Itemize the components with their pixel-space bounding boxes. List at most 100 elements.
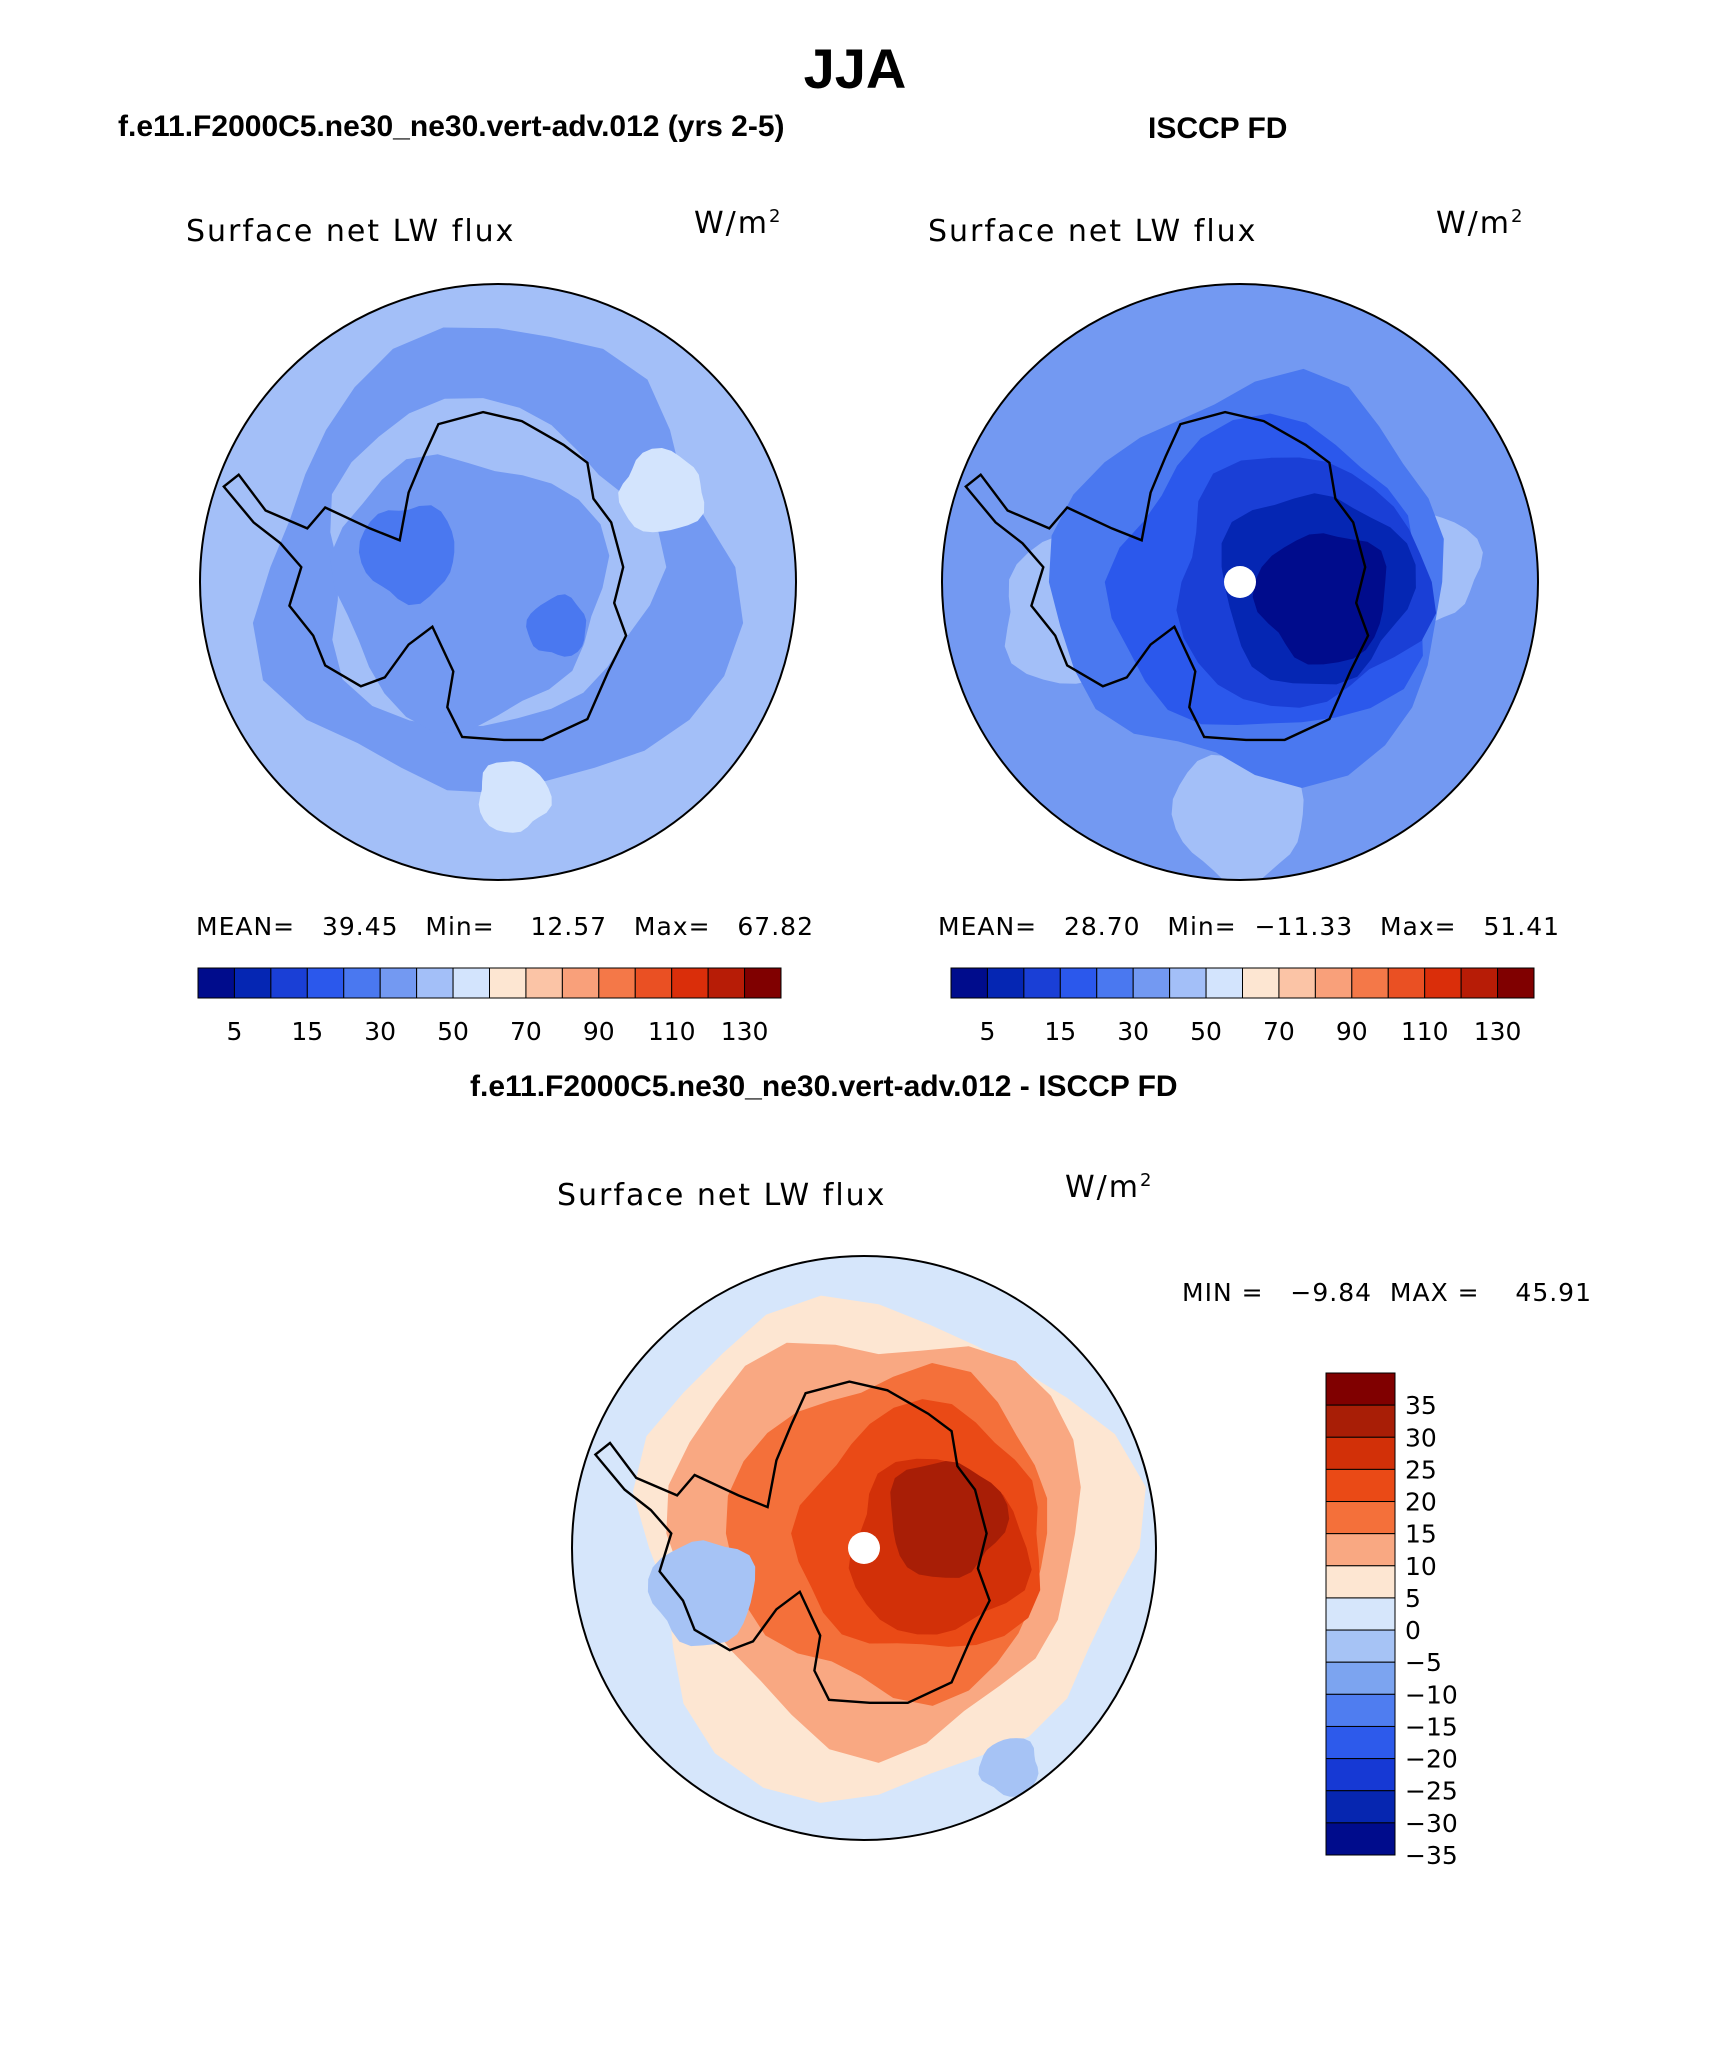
colorbar-swatch xyxy=(489,967,527,999)
panel-3-units-label: W/m2 xyxy=(1065,1170,1154,1205)
colorbar-swatch xyxy=(343,967,381,999)
colorbar-tick-label: 15 xyxy=(291,1017,323,1046)
colorbar-tick-label: −30 xyxy=(1405,1809,1458,1838)
contour-region xyxy=(478,761,552,833)
panel-1-case-title: f.e11.F2000C5.ne30_ne30.vert-adv.012 (yr… xyxy=(118,110,785,143)
colorbar-swatch xyxy=(1325,1404,1396,1438)
colorbar-tick-label: 35 xyxy=(1405,1391,1437,1420)
colorbar-swatch xyxy=(1460,967,1499,999)
panel-2-case-title: ISCCP FD xyxy=(1148,112,1288,145)
map-panel-2 xyxy=(942,284,1538,880)
colorbar-tick-label: 25 xyxy=(1405,1455,1437,1484)
maps-layer xyxy=(199,283,1539,1841)
panel-1-stats: MEAN= 39.45 Min= 12.57 Max= 67.82 xyxy=(196,912,814,941)
colorbar-tick-label: 90 xyxy=(1336,1017,1368,1046)
colorbar-swatch xyxy=(1325,1693,1396,1727)
colorbar-swatch xyxy=(1497,967,1535,999)
colorbar-swatch xyxy=(270,967,308,999)
colorbar-swatch xyxy=(1325,1436,1396,1470)
map-panel-3 xyxy=(572,1256,1156,1840)
panel-2-units-label: W/m2 xyxy=(1436,206,1525,241)
contour-region xyxy=(647,1540,756,1647)
colorbar-swatch xyxy=(598,967,636,999)
colorbar-swatch xyxy=(1325,1822,1396,1856)
panel-1-variable-label: Surface net LW flux xyxy=(186,214,516,249)
colorbar-swatch xyxy=(1325,1725,1396,1760)
colorbar-swatch xyxy=(525,967,563,999)
colorbar-swatch xyxy=(416,967,454,999)
colorbar-tick-label: 30 xyxy=(364,1017,396,1046)
panel-2-mean-value: 28.70 xyxy=(1063,912,1141,941)
colorbar-tick-label: 5 xyxy=(1405,1584,1421,1613)
colorbar-tick-label: 5 xyxy=(979,1017,995,1046)
colorbar-swatch xyxy=(1424,967,1462,999)
colorbar-swatch xyxy=(452,967,490,999)
colorbar-swatch xyxy=(671,967,709,999)
colorbar-tick-label: 130 xyxy=(721,1017,769,1046)
panel-2-stats: MEAN= 28.70 Min= −11.33 Max= 51.41 xyxy=(938,912,1560,941)
panel-1-mean-label: MEAN= xyxy=(196,912,296,941)
colorbar-tick-label: 10 xyxy=(1405,1552,1437,1581)
colorbar-swatch xyxy=(1325,1790,1396,1824)
colorbar-swatch xyxy=(1387,967,1426,999)
colorbar-tick-label: 90 xyxy=(583,1017,615,1046)
contour-region xyxy=(358,505,455,606)
colorbar-tick-label: 30 xyxy=(1405,1423,1437,1452)
colorbar-swatch xyxy=(1325,1533,1396,1567)
panel-3-min-label: MIN = xyxy=(1182,1278,1264,1307)
contour-region xyxy=(978,1738,1039,1797)
main-title: JJA xyxy=(803,37,907,100)
colorbar-tick-label: 15 xyxy=(1044,1017,1076,1046)
map-border xyxy=(199,283,797,881)
colorbar-tick-label: 70 xyxy=(1263,1017,1295,1046)
colorbar-tick-label: −25 xyxy=(1405,1777,1458,1806)
coastline xyxy=(593,1380,991,1704)
colorbar-swatch xyxy=(1325,1758,1396,1792)
colorbar-swatch xyxy=(1325,1661,1396,1695)
colorbar-swatch xyxy=(1132,967,1171,999)
panel-2-min-value: −11.33 xyxy=(1254,912,1354,941)
panel-3-max-label: MAX = xyxy=(1389,1278,1480,1307)
colorbar-tick-label: 5 xyxy=(226,1017,242,1046)
pole-mask xyxy=(848,1532,880,1564)
panel-1-max-label: Max= xyxy=(633,912,711,941)
colorbar-swatch xyxy=(986,967,1025,999)
colorbar-tick-label: −5 xyxy=(1405,1648,1442,1677)
panel-1-min-label: Min= xyxy=(425,912,495,941)
panel-3-case-title: f.e11.F2000C5.ne30_ne30.vert-adv.012 - I… xyxy=(470,1070,1178,1103)
colorbar-swatch xyxy=(1325,1597,1396,1631)
colorbar-2: 5 15 30 50 70 90 110 130 xyxy=(950,967,1535,1046)
colorbar-swatch xyxy=(1325,1565,1396,1599)
contour-region xyxy=(526,594,587,657)
colorbar-tick-label: 50 xyxy=(1190,1017,1222,1046)
colorbar-swatch xyxy=(197,967,235,999)
colorbar-tick-label: 70 xyxy=(510,1017,542,1046)
colorbar-tick-label: 15 xyxy=(1405,1520,1437,1549)
map-border xyxy=(571,1255,1157,1841)
colorbar-swatch xyxy=(1059,967,1098,999)
colorbars-layer: 5 15 30 50 70 90 110 130 5 15 30 50 70 90 110 130353025… xyxy=(197,967,1535,1870)
colorbar-tick-label: 20 xyxy=(1405,1488,1437,1517)
colorbar-swatch xyxy=(744,967,782,999)
colorbar-tick-label: −35 xyxy=(1405,1841,1458,1870)
panel-2-min-label: Min= xyxy=(1167,912,1237,941)
colorbar-tick-label: 110 xyxy=(1401,1017,1449,1046)
colorbar-tick-label: 30 xyxy=(1117,1017,1149,1046)
colorbar-tick-label: −10 xyxy=(1405,1680,1458,1709)
colorbar-3: 35 30 25 20 15 10 5 0 −5 −10 −15 −20 −25 −30 −35 xyxy=(1325,1372,1458,1870)
colorbar-1: 5 15 30 50 70 90 110 130 xyxy=(197,967,782,1046)
colorbar-tick-label: 0 xyxy=(1405,1616,1421,1645)
colorbar-swatch xyxy=(561,967,600,999)
colorbar-swatch xyxy=(707,967,746,999)
contour-region xyxy=(1171,752,1304,880)
colorbar-swatch xyxy=(1205,967,1243,999)
coastline xyxy=(222,410,628,742)
panel-1-mean-value: 39.45 xyxy=(321,912,399,941)
colorbar-tick-label: −20 xyxy=(1405,1745,1458,1774)
panel-1-max-value: 67.82 xyxy=(737,912,814,941)
colorbar-swatch xyxy=(1325,1372,1396,1406)
colorbar-swatch xyxy=(233,967,272,999)
contour-region xyxy=(890,1461,1010,1578)
colorbar-swatch xyxy=(1325,1629,1396,1663)
